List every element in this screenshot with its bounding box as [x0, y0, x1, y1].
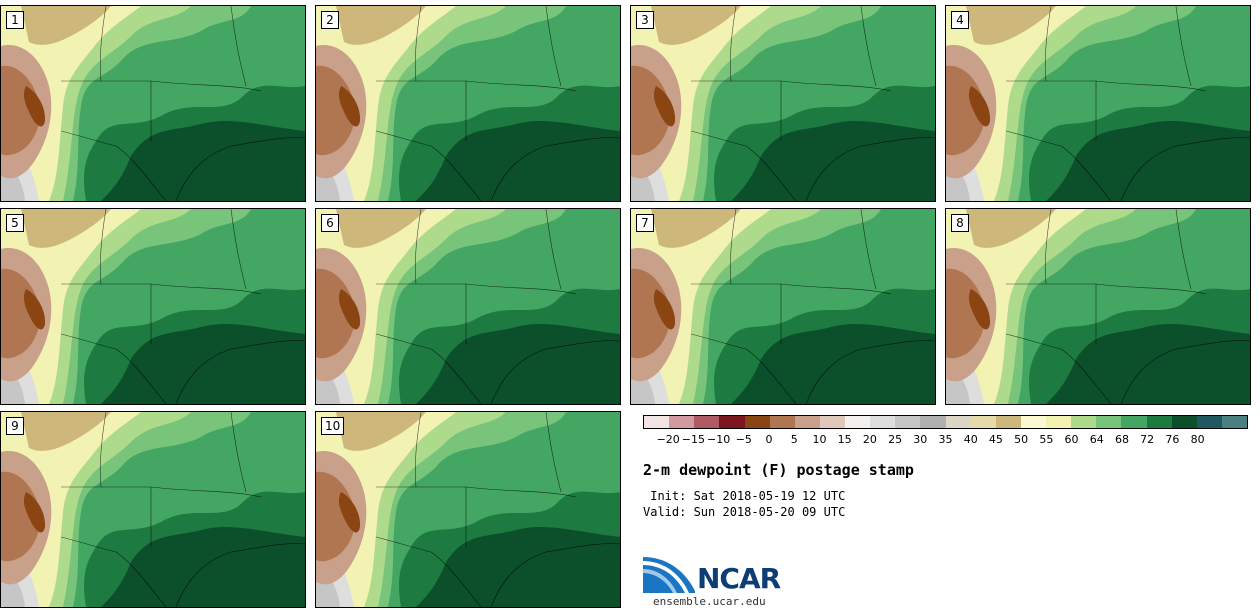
colorbar-swatch — [895, 416, 921, 428]
dewpoint-map — [1, 209, 305, 404]
colorbar — [643, 415, 1248, 429]
colorbar-tick-label: 76 — [1165, 433, 1180, 446]
valid-time: Valid: Sun 2018-05-20 09 UTC — [643, 505, 846, 519]
colorbar-swatch — [644, 416, 670, 428]
colorbar-swatch — [1096, 416, 1122, 428]
member-panel: 2 — [315, 5, 621, 202]
colorbar-tick-label: 0 — [765, 433, 773, 446]
colorbar-swatch — [694, 416, 720, 428]
colorbar-tick-label: −15 — [681, 433, 706, 446]
panel-number: 3 — [636, 11, 654, 29]
colorbar-swatch — [669, 416, 695, 428]
colorbar-swatch — [1196, 416, 1222, 428]
colorbar-swatch — [1020, 416, 1046, 428]
logo-url: ensemble.ucar.edu — [653, 595, 766, 608]
member-panel: 3 — [630, 5, 936, 202]
colorbar-tick-label: 80 — [1190, 433, 1205, 446]
colorbar-swatch — [870, 416, 896, 428]
ncar-logo-icon — [643, 557, 695, 593]
colorbar-swatch — [970, 416, 996, 428]
member-panel: 6 — [315, 208, 621, 405]
init-time: Init: Sat 2018-05-19 12 UTC — [643, 489, 846, 503]
panel-number: 5 — [6, 214, 24, 232]
colorbar-tick-label: 35 — [938, 433, 953, 446]
colorbar-swatch — [719, 416, 745, 428]
member-panel: 8 — [945, 208, 1251, 405]
colorbar-swatch — [1146, 416, 1172, 428]
colorbar-tick-label: 40 — [963, 433, 978, 446]
panel-number: 10 — [321, 417, 345, 435]
colorbar-tick-label: 55 — [1039, 433, 1054, 446]
colorbar-swatch — [945, 416, 971, 428]
panel-number: 2 — [321, 11, 339, 29]
colorbar-swatch — [794, 416, 820, 428]
colorbar-tick-label: 50 — [1014, 433, 1029, 446]
colorbar-tick-label: 15 — [837, 433, 852, 446]
panel-number: 1 — [6, 11, 24, 29]
dewpoint-map — [316, 209, 620, 404]
colorbar-tick-label: −5 — [735, 433, 752, 446]
colorbar-tick-label: 72 — [1140, 433, 1155, 446]
colorbar-swatch — [845, 416, 871, 428]
colorbar-swatch — [1171, 416, 1197, 428]
member-panel: 1 — [0, 5, 306, 202]
member-panel: 4 — [945, 5, 1251, 202]
member-panel: 10 — [315, 411, 621, 608]
colorbar-swatch — [920, 416, 946, 428]
colorbar-tick-label: 20 — [862, 433, 877, 446]
plot-title: 2-m dewpoint (F) postage stamp — [643, 461, 914, 479]
colorbar-tick-label: 68 — [1114, 433, 1129, 446]
colorbar-tick-label: 60 — [1064, 433, 1079, 446]
panel-number: 4 — [951, 11, 969, 29]
colorbar-swatch — [995, 416, 1021, 428]
member-panel: 7 — [630, 208, 936, 405]
dewpoint-map — [631, 6, 935, 201]
colorbar-swatch — [744, 416, 770, 428]
colorbar-swatch — [819, 416, 845, 428]
dewpoint-map — [631, 209, 935, 404]
colorbar-tick-label: −10 — [707, 433, 731, 446]
colorbar-swatch — [1071, 416, 1097, 428]
colorbar-tick-labels: −20 −15 −10 −5 0 5 10 15 20 25 30 35 40 45 50 55 60 64 68 7… — [643, 433, 1248, 447]
colorbar-tick-label: 64 — [1089, 433, 1104, 446]
colorbar-tick-label: 25 — [888, 433, 903, 446]
panel-number: 9 — [6, 417, 24, 435]
colorbar-tick-label: 5 — [790, 433, 798, 446]
dewpoint-map — [946, 209, 1250, 404]
dewpoint-map — [1, 6, 305, 201]
colorbar-swatch — [1221, 416, 1247, 428]
colorbar-swatch — [1046, 416, 1072, 428]
colorbar-swatch — [769, 416, 795, 428]
panel-number: 8 — [951, 214, 969, 232]
panel-number: 6 — [321, 214, 339, 232]
member-panel: 5 — [0, 208, 306, 405]
colorbar-tick-label: 10 — [812, 433, 827, 446]
dewpoint-map — [1, 412, 305, 607]
dewpoint-map — [316, 6, 620, 201]
dewpoint-map — [946, 6, 1250, 201]
colorbar-tick-label: −20 — [656, 433, 680, 446]
panel-number: 7 — [636, 214, 654, 232]
member-panel: 9 — [0, 411, 306, 608]
logo-text: NCAR — [697, 562, 781, 595]
dewpoint-map — [316, 412, 620, 607]
colorbar-swatch — [1121, 416, 1147, 428]
colorbar-tick-label: 45 — [988, 433, 1003, 446]
colorbar-tick-label: 30 — [913, 433, 928, 446]
